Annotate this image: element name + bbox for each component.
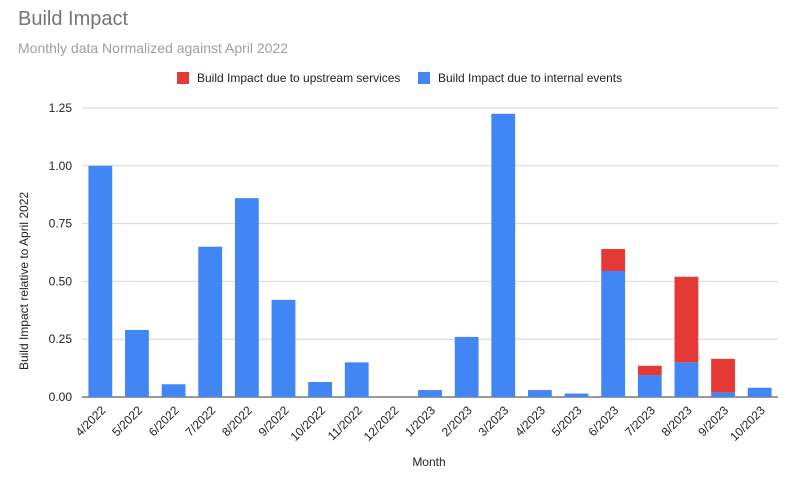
x-tick-label: 5/2022 — [109, 403, 145, 439]
bar-internal-events — [271, 299, 296, 397]
x-tick-label: 9/2022 — [256, 403, 292, 439]
x-tick-label: 4/2022 — [73, 403, 109, 439]
y-tick-label: 0.00 — [49, 390, 73, 404]
x-tick-label: 3/2023 — [476, 403, 512, 439]
chart-subtitle: Monthly data Normalized against April 20… — [18, 40, 289, 56]
bar-internal-events — [418, 390, 442, 397]
y-tick-label: 1.25 — [49, 101, 73, 115]
legend-swatch — [177, 72, 189, 84]
bar-internal-events — [198, 246, 223, 397]
bar-internal-events — [88, 165, 113, 397]
bar-internal-events — [711, 392, 735, 397]
x-tick-label: 9/2023 — [695, 403, 731, 439]
legend-label: Build Impact due to upstream services — [197, 71, 400, 85]
bar-internal-events — [308, 381, 333, 397]
legend-label: Build Impact due to internal events — [438, 71, 622, 85]
bar-internal-events — [491, 113, 516, 397]
bar-upstream-services — [601, 249, 626, 271]
x-tick-label: 10/2023 — [727, 403, 768, 444]
bar-upstream-services — [637, 365, 662, 376]
bar-internal-events — [527, 390, 552, 397]
chart-title: Build Impact — [18, 8, 129, 30]
legend-swatch — [418, 72, 430, 84]
x-tick-label: 8/2022 — [219, 403, 255, 439]
bar-internal-events — [344, 362, 369, 397]
x-tick-label: 12/2022 — [361, 403, 402, 444]
bar-internal-events — [125, 329, 149, 397]
bar-internal-events — [747, 387, 772, 397]
y-tick-label: 0.75 — [49, 217, 73, 231]
x-tick-label: 4/2023 — [512, 403, 548, 439]
x-tick-label: 7/2022 — [182, 403, 218, 439]
bar-internal-events — [161, 384, 186, 397]
bar-internal-events — [234, 198, 259, 397]
x-tick-label: 6/2023 — [585, 403, 621, 439]
bar-internal-events — [601, 270, 626, 397]
bar-internal-events — [637, 375, 662, 397]
bar-upstream-services — [711, 358, 735, 393]
x-tick-label: 2/2023 — [439, 403, 475, 439]
bar-internal-events — [564, 393, 589, 397]
y-tick-label: 0.25 — [49, 332, 73, 346]
x-tick-label: 11/2022 — [325, 403, 365, 443]
y-axis-label: Build Impact relative to April 2022 — [17, 192, 31, 370]
bar-internal-events — [454, 336, 479, 397]
bar-upstream-services — [674, 276, 699, 363]
y-tick-label: 0.50 — [49, 274, 73, 288]
x-tick-label: 8/2023 — [659, 403, 695, 439]
x-tick-label: 10/2022 — [288, 403, 329, 444]
x-tick-label: 1/2023 — [402, 403, 438, 439]
y-tick-label: 1.00 — [49, 159, 73, 173]
bar-internal-events — [674, 362, 699, 397]
x-tick-label: 7/2023 — [622, 403, 658, 439]
x-tick-label: 6/2022 — [146, 403, 182, 439]
x-axis-label: Month — [412, 455, 445, 469]
x-tick-label: 5/2023 — [549, 403, 585, 439]
